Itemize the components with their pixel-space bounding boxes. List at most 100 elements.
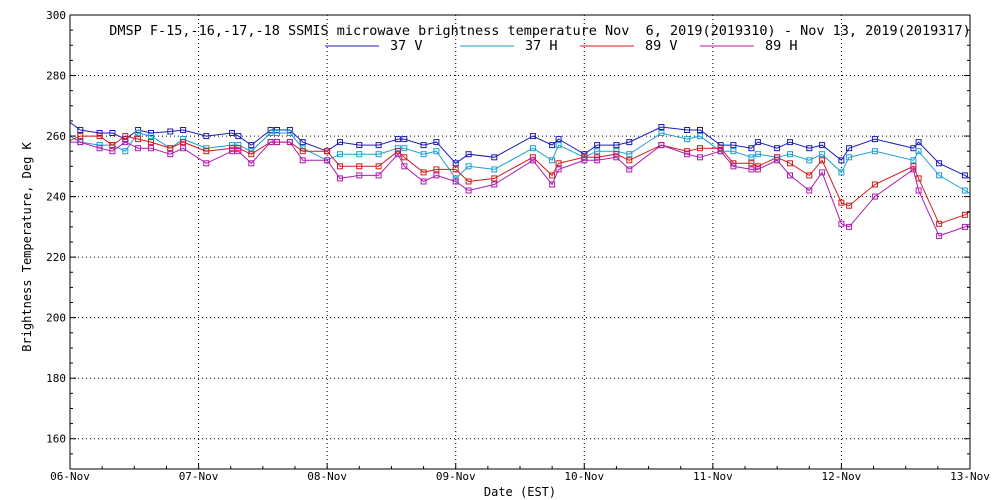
data-point bbox=[337, 163, 343, 170]
data-point bbox=[465, 178, 472, 185]
data-point bbox=[717, 148, 724, 155]
data-point bbox=[274, 130, 280, 136]
data-point bbox=[356, 142, 363, 149]
data-point bbox=[846, 154, 853, 161]
data-point bbox=[299, 148, 306, 155]
y-tick-label: 160 bbox=[46, 433, 66, 446]
data-point bbox=[122, 139, 129, 146]
y-tick-label: 180 bbox=[46, 372, 66, 385]
data-point bbox=[274, 139, 280, 146]
data-point bbox=[819, 142, 826, 149]
data-point bbox=[730, 142, 737, 149]
data-point bbox=[613, 151, 620, 158]
data-point bbox=[754, 139, 761, 146]
data-point bbox=[324, 148, 331, 155]
data-point bbox=[626, 151, 633, 158]
data-point bbox=[838, 169, 845, 176]
legend-item: 89 H bbox=[700, 38, 798, 54]
data-point bbox=[806, 172, 813, 179]
data-point bbox=[229, 142, 235, 149]
data-point bbox=[819, 157, 826, 164]
data-point bbox=[748, 145, 755, 152]
data-point bbox=[109, 142, 116, 149]
data-point bbox=[235, 133, 242, 140]
data-point bbox=[936, 232, 943, 239]
data-point bbox=[871, 148, 878, 155]
data-point bbox=[401, 136, 408, 143]
data-point bbox=[401, 154, 408, 161]
x-tick-label: 06-Nov bbox=[50, 470, 90, 483]
data-point bbox=[135, 130, 142, 136]
series-89-h bbox=[70, 139, 971, 239]
data-point bbox=[235, 148, 242, 155]
data-point bbox=[491, 181, 498, 188]
data-point bbox=[846, 202, 853, 209]
data-point bbox=[109, 130, 116, 136]
data-point bbox=[248, 151, 255, 158]
x-tick-label: 10-Nov bbox=[564, 470, 604, 483]
data-point bbox=[626, 166, 633, 173]
data-point bbox=[465, 187, 472, 194]
data-point bbox=[337, 175, 343, 182]
data-point bbox=[299, 139, 306, 146]
data-point bbox=[286, 139, 293, 146]
data-point bbox=[148, 133, 154, 140]
data-point bbox=[626, 157, 633, 164]
data-point bbox=[754, 166, 761, 173]
data-point bbox=[420, 142, 427, 149]
data-point bbox=[180, 127, 187, 133]
data-point bbox=[910, 157, 917, 164]
data-point bbox=[613, 154, 620, 161]
legend-label: 37 H bbox=[525, 38, 558, 54]
legend-label: 89 H bbox=[765, 38, 798, 54]
data-point bbox=[806, 157, 813, 164]
data-point bbox=[77, 139, 84, 146]
data-point bbox=[838, 199, 845, 206]
data-point bbox=[203, 160, 210, 167]
data-point bbox=[787, 160, 793, 167]
x-tick-label: 13-Nov bbox=[950, 470, 990, 483]
data-point bbox=[915, 139, 922, 146]
data-point bbox=[167, 128, 174, 135]
data-point bbox=[594, 157, 601, 164]
data-point bbox=[248, 142, 255, 149]
data-point bbox=[180, 139, 187, 146]
data-point bbox=[626, 139, 633, 146]
data-point bbox=[961, 211, 968, 218]
data-point bbox=[549, 142, 556, 149]
data-point bbox=[109, 148, 116, 155]
data-point bbox=[375, 163, 382, 170]
chart-title: DMSP F-15,-16,-17,-18 SSMIS microwave br… bbox=[109, 23, 971, 39]
data-point bbox=[167, 151, 174, 158]
y-tick-label: 220 bbox=[46, 251, 66, 264]
data-point bbox=[613, 142, 620, 149]
data-point bbox=[806, 187, 813, 194]
legend-item: 37 V bbox=[325, 38, 423, 54]
data-point bbox=[697, 127, 703, 133]
data-point bbox=[433, 148, 440, 155]
data-point bbox=[267, 130, 274, 136]
data-point bbox=[356, 151, 363, 158]
y-tick-label: 280 bbox=[46, 70, 66, 83]
data-point bbox=[452, 175, 459, 182]
data-point bbox=[401, 145, 408, 152]
data-point bbox=[846, 145, 853, 152]
data-point bbox=[717, 142, 724, 149]
data-point bbox=[730, 148, 737, 155]
data-point bbox=[871, 181, 878, 188]
data-point bbox=[787, 172, 793, 179]
data-point bbox=[748, 154, 755, 161]
data-point bbox=[96, 145, 103, 152]
data-point bbox=[465, 163, 472, 170]
data-point bbox=[356, 163, 363, 170]
data-point bbox=[452, 166, 459, 173]
data-point bbox=[774, 145, 781, 152]
x-tick-label: 09-Nov bbox=[436, 470, 476, 483]
data-point bbox=[748, 166, 755, 173]
legend-label: 89 V bbox=[645, 38, 678, 54]
data-point bbox=[96, 133, 103, 140]
data-point bbox=[915, 148, 922, 155]
data-point bbox=[697, 145, 703, 152]
data-point bbox=[529, 157, 536, 164]
data-point bbox=[148, 145, 154, 152]
